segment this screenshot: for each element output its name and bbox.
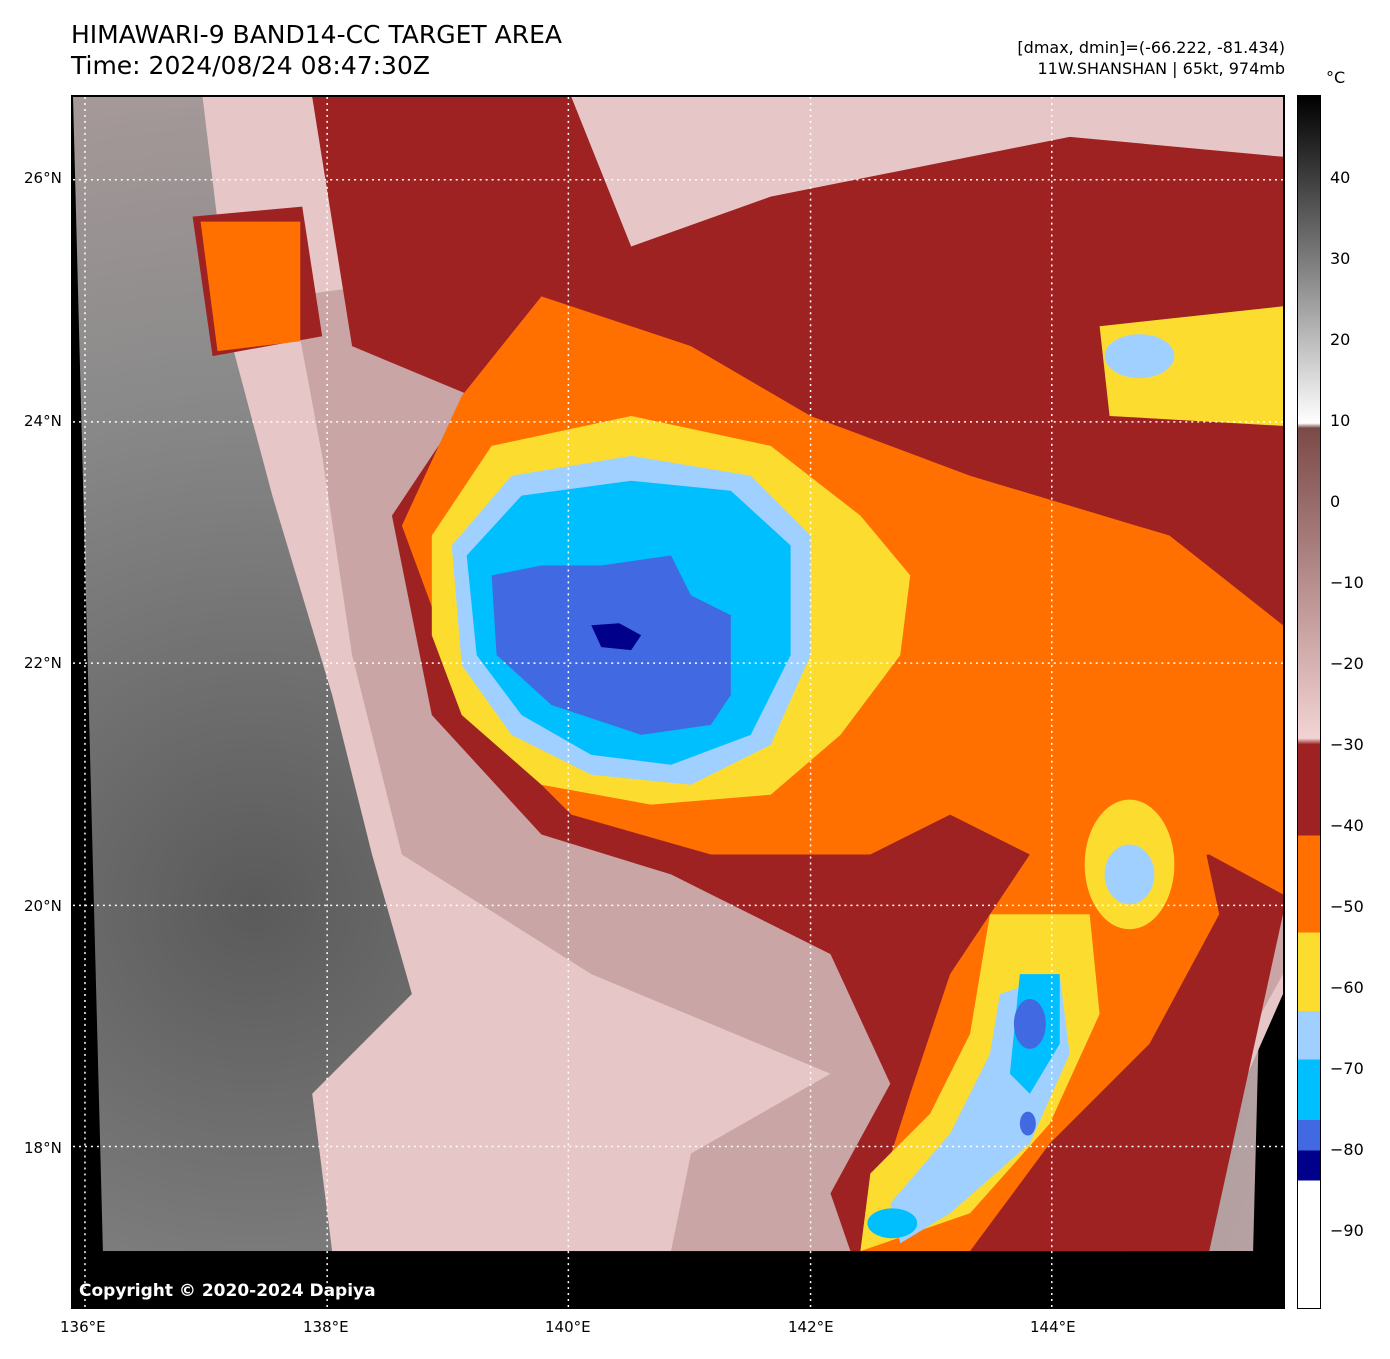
satellite-image (73, 97, 1283, 1307)
colorbar-tick-label: −40 (1330, 816, 1364, 835)
colorbar-unit: °C (1326, 68, 1346, 87)
colorbar-tick-label: 30 (1330, 249, 1351, 268)
graticule (73, 97, 1283, 1307)
lat-label-20n: 20°N (24, 897, 62, 915)
colorbar-tick-label: −10 (1330, 573, 1364, 592)
lat-label-18n: 18°N (24, 1139, 62, 1157)
satellite-map: Copyright © 2020-2024 Dapiya (71, 95, 1285, 1309)
band-navy (591, 623, 642, 651)
lon-label-144e: 144°E (1030, 1318, 1076, 1336)
colorbar-tick-label: −30 (1330, 735, 1364, 754)
colorbar-tick-label: −80 (1330, 1140, 1364, 1159)
lat-label-22n: 22°N (24, 654, 62, 672)
copyright-text: Copyright © 2020-2024 Dapiya (79, 1281, 376, 1301)
colorbar-tick-label: −90 (1330, 1221, 1364, 1240)
colorbar-tick-label: −70 (1330, 1059, 1364, 1078)
colorbar-tick-label: 40 (1330, 168, 1351, 187)
lon-label-136e: 136°E (60, 1318, 106, 1336)
chart-title: HIMAWARI-9 BAND14-CC TARGET AREA (71, 20, 563, 49)
colorbar-tick-label: −60 (1330, 978, 1364, 997)
lon-label-142e: 142°E (788, 1318, 834, 1336)
lon-label-138e: 138°E (303, 1318, 349, 1336)
storm-info: 11W.SHANSHAN | 65kt, 974mb (1037, 59, 1285, 78)
lat-label-24n: 24°N (24, 412, 62, 430)
bottom-strip (73, 1251, 1283, 1307)
colorbar-tick-label: −20 (1330, 654, 1364, 673)
colorbar-tick-label: 20 (1330, 330, 1351, 349)
lat-label-26n: 26°N (24, 169, 62, 187)
colorbar-tick-label: 0 (1330, 492, 1341, 511)
chart-time: Time: 2024/08/24 08:47:30Z (71, 51, 430, 80)
data-range: [dmax, dmin]=(-66.222, -81.434) (1017, 38, 1285, 57)
band-orange-left (200, 221, 301, 352)
colorbar-tick-label: −50 (1330, 897, 1364, 916)
colorbar-tick-label: 10 (1330, 411, 1351, 430)
lon-label-140e: 140°E (545, 1318, 591, 1336)
colorbar (1297, 95, 1321, 1309)
